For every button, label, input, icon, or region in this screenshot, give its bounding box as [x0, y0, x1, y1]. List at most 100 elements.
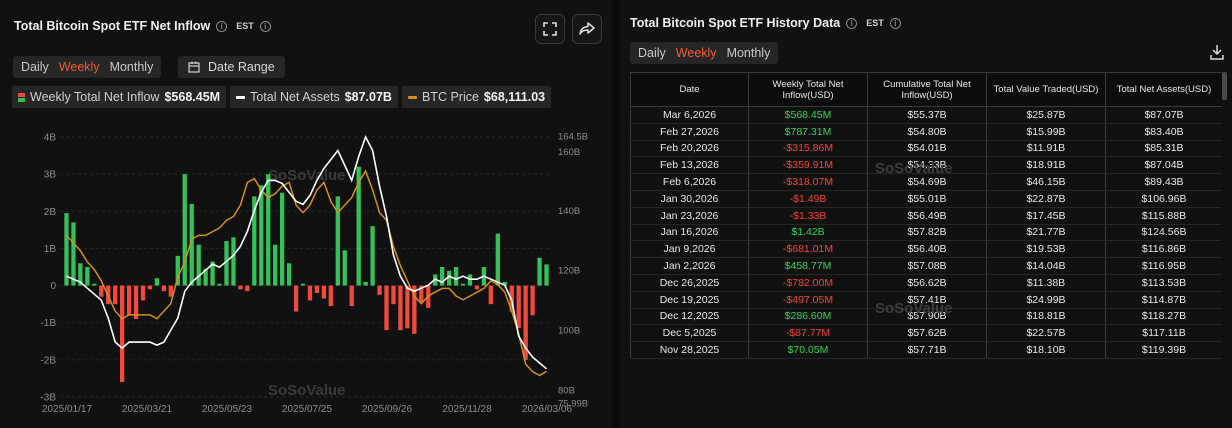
cell-date: Dec 26,2025	[630, 274, 749, 292]
table-row[interactable]: Feb 20,2026 -$315.86M $54.01B $11.91B $85.31…	[630, 140, 1222, 158]
table-row[interactable]: Dec 5,2025 -$87.77M $57.62B $22.57B $117.11B	[630, 324, 1222, 343]
cell-value-traded: $11.38B	[986, 274, 1106, 292]
legend-assets-label: Total Net Assets	[250, 90, 340, 104]
inflow-bar	[286, 263, 292, 286]
col-date[interactable]: Date	[630, 72, 749, 107]
table-row[interactable]: Feb 6,2026 -$318.07M $54.69B $46.15B $89.43B	[630, 173, 1222, 191]
inflow-bar	[307, 285, 313, 301]
total-net-assets-line	[66, 134, 548, 370]
cell-weekly-inflow: -$359.91M	[748, 156, 868, 175]
inflow-bar	[140, 285, 146, 301]
tab-monthly[interactable]: Monthly	[109, 60, 154, 74]
cell-cumulative: $54.69B	[867, 173, 987, 191]
history-table-wrap[interactable]: Date Weekly Total Net Inflow(USD) Cumula…	[630, 72, 1222, 428]
legend-btc-label: BTC Price	[421, 90, 479, 104]
timezone-info-icon[interactable]: i	[259, 20, 271, 32]
tab-daily[interactable]: Daily	[21, 60, 49, 74]
col-cumulative-inflow[interactable]: Cumulative Total Net Inflow(USD)	[867, 72, 987, 107]
cell-value-traded: $19.53B	[986, 240, 1106, 259]
inflow-bar	[363, 281, 368, 286]
inflow-bar	[203, 268, 208, 286]
share-button[interactable]	[572, 14, 602, 44]
table-row[interactable]: Jan 16,2026 $1.42B $57.82B $21.77B $124.56B	[630, 224, 1222, 242]
table-row[interactable]: Dec 26,2025 -$782.00M $56.62B $11.38B $113.5…	[630, 274, 1222, 292]
expand-button[interactable]	[535, 14, 565, 44]
cell-cumulative: $55.01B	[867, 190, 987, 208]
net-inflow-chart[interactable]: 4B 3B 2B 1B 0 -1B -2B -3B 164.5B 160B 140B 120B 100B…	[0, 120, 612, 428]
cell-weekly-inflow: -$497.05M	[748, 291, 868, 309]
table-row[interactable]: Feb 27,2026 $787.31M $54.80B $15.99B $83.40B	[630, 123, 1222, 141]
cell-weekly-inflow: $458.77M	[748, 257, 868, 275]
history-tab-monthly[interactable]: Monthly	[726, 46, 771, 60]
col-net-assets[interactable]: Total Net Assets(USD)	[1105, 72, 1222, 107]
inflow-bar	[196, 244, 201, 286]
cell-weekly-inflow: -$318.07M	[748, 173, 868, 191]
net-inflow-panel: Total Bitcoin Spot ETF Net Inflow i EST …	[0, 0, 612, 428]
x-tick-label: 2025/11/28	[442, 404, 492, 415]
inflow-bar	[495, 233, 500, 286]
date-range-label: Date Range	[208, 60, 275, 74]
table-row[interactable]: Nov 28,2025 $70.05M $57.71B $18.10B $119.39B	[630, 341, 1222, 359]
table-row[interactable]: Jan 23,2026 -$1.33B $56.49B $17.45B $115.88B	[630, 207, 1222, 225]
table-row[interactable]: Dec 19,2025 -$497.05M $57.41B $24.99B $114.8…	[630, 291, 1222, 309]
inflow-bar	[349, 285, 354, 306]
legend-btc[interactable]: BTC Price $68,111.03	[401, 86, 552, 108]
table-scrollbar[interactable]	[1222, 72, 1227, 100]
y-right-tick: 120B	[558, 266, 580, 277]
history-tab-weekly[interactable]: Weekly	[675, 46, 717, 60]
inflow-bar	[126, 285, 132, 316]
col-weekly-inflow[interactable]: Weekly Total Net Inflow(USD)	[748, 72, 868, 107]
y-left-tick: -2B	[40, 355, 56, 366]
history-info-icon[interactable]: i	[846, 17, 858, 29]
cell-net-assets: $85.31B	[1105, 140, 1222, 158]
inflow-bar	[398, 285, 403, 331]
cell-value-traded: $22.87B	[986, 190, 1106, 208]
chart-title-row: Total Bitcoin Spot ETF Net Inflow i EST …	[14, 19, 271, 33]
table-row[interactable]: Jan 2,2026 $458.77M $57.08B $14.04B $116.95B	[630, 257, 1222, 275]
inflow-bar	[154, 278, 160, 286]
col-value-traded[interactable]: Total Value Traded(USD)	[986, 72, 1106, 107]
date-range-button[interactable]: Date Range	[178, 56, 285, 78]
cell-net-assets: $87.07B	[1105, 106, 1222, 124]
btc-price-line	[65, 169, 547, 377]
y-left-tick: 4B	[44, 133, 57, 144]
cell-cumulative: $56.62B	[867, 274, 987, 292]
inflow-bar	[113, 285, 118, 305]
cell-cumulative: $55.37B	[867, 106, 987, 124]
cell-date: Nov 28,2025	[630, 341, 749, 359]
inflow-bar	[419, 285, 424, 303]
cell-net-assets: $113.53B	[1105, 274, 1222, 292]
legend-inflow-value: $568.45M	[164, 90, 221, 104]
timezone-label: EST	[236, 21, 254, 31]
history-timezone-info-icon[interactable]: i	[889, 17, 901, 29]
table-row[interactable]: Feb 13,2026 -$359.91M $54.33B $18.91B $87.04…	[630, 156, 1222, 175]
inflow-bar	[85, 267, 90, 286]
legend-assets[interactable]: Total Net Assets $87.07B	[230, 86, 398, 108]
inflow-bar	[460, 283, 466, 286]
table-row[interactable]: Dec 12,2025 $286.60M $57.90B $18.81B $118.27…	[630, 308, 1222, 326]
chart-watermark: SoSoValue	[268, 167, 346, 184]
history-tab-daily[interactable]: Daily	[638, 46, 666, 60]
tab-weekly[interactable]: Weekly	[58, 60, 100, 74]
inflow-bar	[405, 285, 410, 329]
inflow-bar	[78, 263, 83, 286]
cell-value-traded: $24.99B	[986, 291, 1106, 309]
inflow-bar	[384, 285, 389, 331]
cell-net-assets: $115.88B	[1105, 207, 1222, 225]
share-icon	[579, 22, 595, 35]
download-button[interactable]	[1210, 44, 1224, 65]
table-row[interactable]: Jan 30,2026 -$1.49B $55.01B $22.87B $106.96B	[630, 190, 1222, 208]
cell-cumulative: $57.41B	[867, 291, 987, 309]
history-interval-tabs: Daily Weekly Monthly	[630, 42, 779, 64]
legend-inflow[interactable]: Weekly Total Net Inflow $568.45M	[12, 86, 227, 108]
cell-cumulative: $57.90B	[867, 308, 987, 326]
info-icon[interactable]: i	[216, 20, 228, 32]
inflow-bar	[133, 285, 139, 319]
x-tick-label: 2025/01/17	[42, 404, 92, 415]
chart-title: Total Bitcoin Spot ETF Net Inflow	[14, 19, 211, 33]
table-row[interactable]: Jan 9,2026 -$681.01M $56.40B $19.53B $116.86…	[630, 240, 1222, 259]
x-tick-label: 2026/03/06	[522, 404, 572, 415]
table-row[interactable]: Mar 6,2026 $568.45M $55.37B $25.87B $87.07B	[630, 106, 1222, 124]
inflow-bar	[266, 174, 271, 286]
cell-date: Feb 6,2026	[630, 173, 749, 191]
